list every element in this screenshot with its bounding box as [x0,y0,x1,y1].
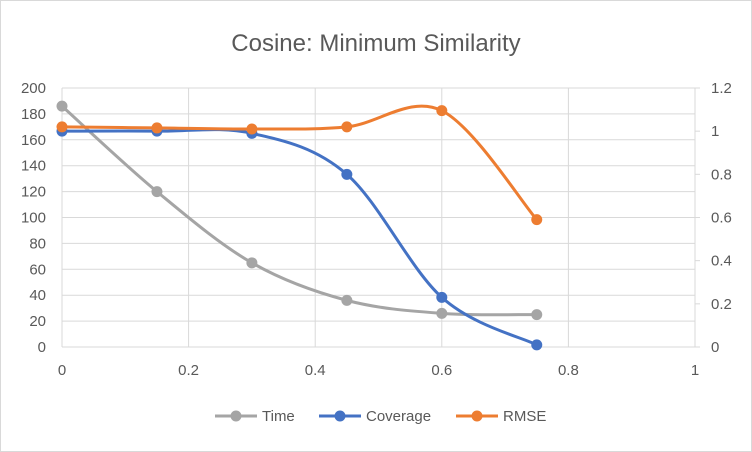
legend-swatch-marker [230,410,242,422]
y2-tick-label: 0 [711,339,719,356]
legend-item-time: Time [215,408,295,425]
data-point-rmse [56,121,68,133]
x-tick-label: 0.6 [431,362,452,379]
data-point-coverage [436,291,448,303]
y2-tick-label: 1 [711,123,719,140]
legend-item-coverage: Coverage [319,408,431,425]
y-tick-label: 140 [21,158,46,175]
data-point-rmse [436,105,448,117]
x-tick-label: 0.2 [178,362,199,379]
series-line-rmse [60,104,539,222]
series-time [56,100,543,321]
y2-tick-label: 0.4 [711,253,732,270]
data-point-rmse [151,122,163,134]
y2-tick-label: 0.8 [711,166,732,183]
series-coverage [56,125,543,351]
legend-label: Coverage [366,408,431,425]
data-point-time [436,307,448,319]
y-tick-label: 160 [21,132,46,149]
y-tick-label: 0 [38,339,46,356]
x-tick-label: 0.8 [558,362,579,379]
y-tick-label: 200 [21,80,46,97]
x-tick-label: 0 [58,362,66,379]
y-tick-label: 180 [21,106,46,123]
data-point-time [531,309,543,321]
data-point-coverage [531,339,543,351]
y-tick-label: 20 [29,313,46,330]
y2-tick-label: 0.6 [711,210,732,227]
y-tick-label: 80 [29,235,46,252]
y2-tick-label: 1.2 [711,80,732,97]
y-tick-label: 100 [21,210,46,227]
legend-item-rmse: RMSE [456,408,546,425]
legend-swatch-marker [471,410,483,422]
data-point-rmse [531,214,543,226]
legend-label: Time [262,408,295,425]
y-tick-label: 120 [21,184,46,201]
legend: Time Coverage RMSE [215,408,546,425]
data-point-time [246,257,258,269]
data-point-time [56,100,68,112]
series-layer [56,100,543,351]
y2-tick-label: 0.2 [711,296,732,313]
chart-title: Cosine: Minimum Similarity [231,30,520,57]
data-point-rmse [246,123,258,135]
data-point-rmse [341,121,353,133]
axis-tick-labels: 0 20 40 60 80 100 120 140 160 180 200 0 0.2 0.4 0.6 0.8… [21,80,732,379]
legend-label: RMSE [503,408,546,425]
x-tick-label: 1 [691,362,699,379]
series-line-coverage [60,128,539,347]
series-line-time [60,104,539,317]
data-point-coverage [341,168,353,180]
legend-swatch-marker [334,410,346,422]
y-tick-label: 60 [29,261,46,278]
y-tick-label: 40 [29,287,46,304]
data-point-time [151,186,163,198]
x-tick-label: 0.4 [305,362,326,379]
series-rmse [56,104,543,226]
data-point-time [341,294,353,306]
